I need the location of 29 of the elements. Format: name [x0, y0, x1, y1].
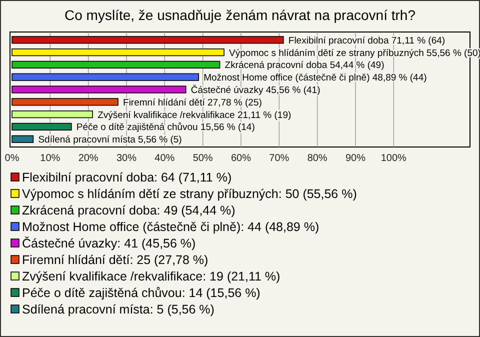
data-label: Sdílená pracovní místa 5,56 % (5): [38, 134, 182, 146]
x-tick-label: 0%: [4, 153, 20, 164]
data-label: Zkrácená pracovní doba 54,44 % (49): [224, 60, 384, 72]
legend-label: Možnost Home office (částečně či plně): 44 (48,89 %): [22, 220, 320, 234]
legend-label: Péče o dítě zajištěná chůvou: 14 (15,56 %): [22, 286, 260, 300]
x-tick-label: 70%: [269, 153, 290, 164]
chart-title: Co myslíte, že usnadňuje ženám návrat na pracovní trh?: [64, 7, 416, 23]
data-label: Flexibilní pracovní doba 71,11 % (64): [288, 35, 446, 46]
legend-label: Částečné úvazky: 41 (45,56 %): [22, 236, 196, 250]
x-tick-label: 100%: [380, 153, 407, 164]
x-tick-label: 60%: [230, 153, 252, 164]
legend-label: Výpomoc s hlídáním dětí ze strany příbuzných: 50 (55,56 %): [22, 187, 357, 201]
data-label: Péče o dítě zajištěná chůvou 15,56 % (14): [76, 122, 255, 134]
data-label: Částečné úvazky 45,56 % (41): [190, 84, 320, 96]
legend-label: Sdílená pracovní místa: 5 (5,56 %): [22, 302, 214, 316]
x-tick-label: 80%: [307, 153, 328, 164]
x-tick-label: 50%: [192, 153, 213, 164]
legend-label: Zkrácená pracovní doba: 49 (54,44 %): [22, 204, 236, 218]
data-label: Možnost Home office (částečně či plně) 48,89 % (44): [204, 72, 427, 84]
data-label: Zvýšení kvalifikace /rekvalifikace 21,11 % (19): [98, 110, 292, 121]
x-tick-label: 40%: [154, 153, 175, 164]
x-tick-label: 90%: [345, 153, 366, 164]
x-tick-label: 10%: [40, 153, 60, 164]
x-tick-label: 20%: [78, 153, 98, 164]
data-label: Firemní hlídání dětí 27,78 % (25): [123, 97, 262, 108]
legend-label: Firemní hlídání dětí: 25 (27,78 %): [22, 253, 208, 267]
legend-label: Flexibilní pracovní doba: 64 (71,11 %): [22, 170, 232, 184]
legend-label: Zvýšení kvalifikace /rekvalifikace: 19 (21,11 %): [22, 270, 280, 284]
x-tick-label: 30%: [116, 153, 137, 164]
